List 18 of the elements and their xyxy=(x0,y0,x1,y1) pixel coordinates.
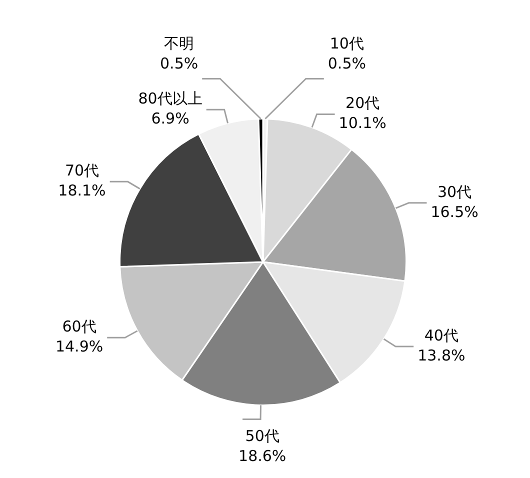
slice-label: 60代 xyxy=(62,318,96,336)
slice-label: 80代以上 xyxy=(138,89,202,108)
data-label: 10.1% xyxy=(338,114,386,132)
data-label: 18.1% xyxy=(58,182,106,200)
data-label: 0.5% xyxy=(328,54,366,73)
slice-label: 30代 xyxy=(438,182,472,201)
data-label: 16.5% xyxy=(430,202,478,221)
data-label: 6.9% xyxy=(151,109,190,128)
data-label: 13.8% xyxy=(418,346,466,364)
data-label: 18.6% xyxy=(238,447,286,466)
slice-label: 10代 xyxy=(330,34,364,53)
slice-label: 20代 xyxy=(346,94,380,112)
data-label: 0.5% xyxy=(160,54,198,73)
data-label: 14.9% xyxy=(55,338,104,356)
slice-label: 70代 xyxy=(64,162,100,180)
slice-label: 40代 xyxy=(424,326,458,344)
slice-label: 不明 xyxy=(164,34,194,53)
slice-label: 50代 xyxy=(245,427,280,446)
